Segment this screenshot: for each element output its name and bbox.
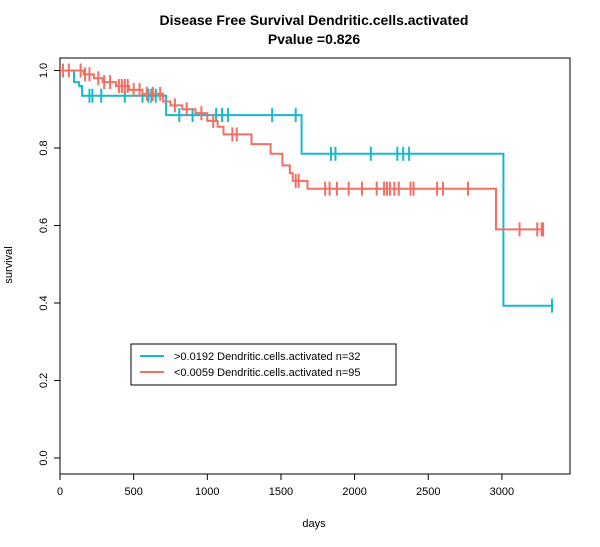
legend-label-high: >0.0192 Dendritic.cells.activated n=32 — [174, 351, 361, 363]
series-high — [60, 69, 553, 313]
y-tick-label: 0.2 — [38, 373, 50, 388]
x-tick-label: 0 — [57, 486, 63, 498]
y-tick-label: 0.8 — [38, 140, 50, 155]
chart-title: Disease Free Survival Dendritic.cells.ac… — [160, 12, 469, 28]
y-axis-label: survival — [3, 246, 15, 283]
legend-label-low: <0.0059 Dendritic.cells.activated n=95 — [174, 367, 361, 379]
x-tick-label: 3000 — [490, 486, 514, 498]
y-tick-label: 1.0 — [38, 63, 50, 78]
y-tick-label: 0.0 — [38, 450, 50, 465]
x-tick-label: 2500 — [416, 486, 440, 498]
x-tick-label: 1000 — [195, 486, 219, 498]
legend: >0.0192 Dendritic.cells.activated n=32 <… — [130, 343, 397, 386]
x-tick-label: 1500 — [269, 486, 293, 498]
series-layer — [60, 63, 553, 313]
x-tick-label: 500 — [124, 486, 142, 498]
legend-box — [130, 343, 397, 386]
y-tick-label: 0.6 — [38, 218, 50, 233]
y-axis: 0.0 0.2 0.4 0.6 0.8 1.0 — [38, 63, 61, 466]
chart-subtitle: Pvalue =0.826 — [268, 31, 360, 47]
x-tick-label: 2000 — [342, 486, 366, 498]
y-tick-label: 0.4 — [38, 295, 50, 310]
x-axis-label: days — [302, 518, 326, 530]
x-axis: 0 500 1000 1500 2000 2500 3000 — [57, 473, 514, 498]
plot-frame — [59, 57, 571, 475]
series-low — [60, 63, 545, 237]
